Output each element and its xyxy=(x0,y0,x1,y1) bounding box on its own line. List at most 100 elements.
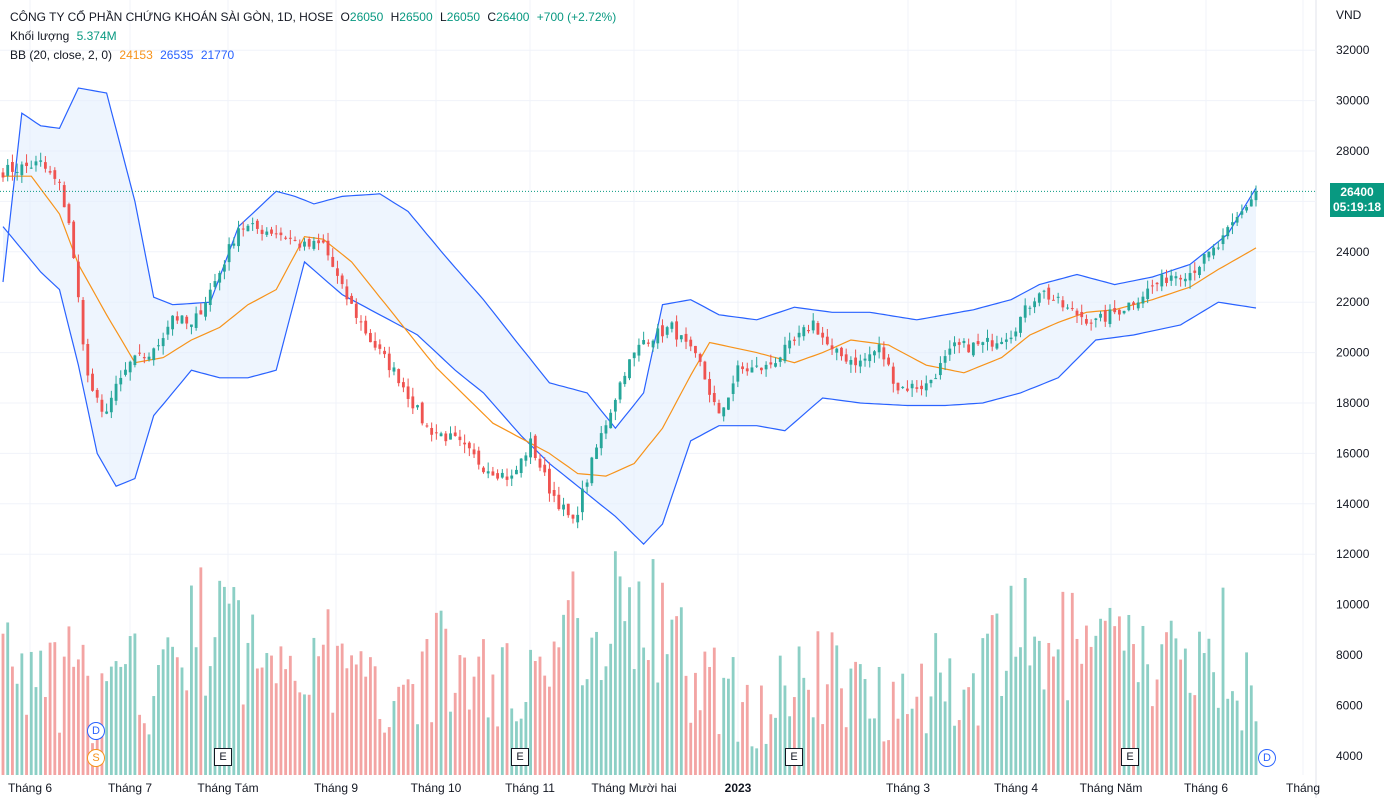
candle-body xyxy=(434,432,438,434)
candle-body xyxy=(331,256,335,267)
candle-body xyxy=(274,233,278,235)
candle-body xyxy=(251,223,255,225)
volume-bar xyxy=(401,684,405,775)
volume-bar xyxy=(472,676,476,775)
volume-bar xyxy=(1122,650,1126,775)
candle-body xyxy=(359,321,363,323)
candle-body xyxy=(1122,310,1126,314)
candle-body xyxy=(218,272,222,283)
volume-bar xyxy=(29,651,33,775)
volume-bar xyxy=(976,725,980,775)
volume-bar xyxy=(1004,670,1008,775)
candle-body xyxy=(1037,293,1041,303)
candle-body xyxy=(378,344,382,349)
volume-bar xyxy=(736,741,740,775)
candle-body xyxy=(519,458,523,474)
candle-body xyxy=(430,427,434,435)
earnings-marker[interactable]: E xyxy=(214,748,232,766)
volume-bar xyxy=(11,666,14,775)
candle-body xyxy=(53,170,57,179)
volume-bar xyxy=(1132,644,1135,775)
volume-bar xyxy=(915,696,919,775)
volume-bar xyxy=(1235,700,1239,775)
candle-body xyxy=(76,261,80,298)
volume-tick: 8000 xyxy=(1336,648,1363,662)
candle-body xyxy=(34,161,38,166)
symbol-legend[interactable]: CÔNG TY CỔ PHẦN CHỨNG KHOÁN SÀI GÒN, 1D,… xyxy=(10,10,620,24)
candle-body xyxy=(623,375,627,385)
candle-body xyxy=(613,399,617,412)
candle-body xyxy=(651,340,655,348)
candle-body xyxy=(383,350,386,355)
dividend-marker[interactable]: D xyxy=(87,722,105,740)
candle-body xyxy=(1141,296,1145,304)
volume-bar xyxy=(1094,635,1098,775)
time-tick: Tháng 6 xyxy=(1184,781,1228,795)
volume-legend[interactable]: Khối lượng 5.374M xyxy=(10,29,121,43)
volume-bar xyxy=(383,732,386,775)
volume-bar xyxy=(764,743,768,775)
volume-bar xyxy=(1056,649,1060,775)
volume-bar xyxy=(387,727,391,775)
candle-body xyxy=(1207,251,1211,258)
candle-body xyxy=(1221,235,1225,245)
volume-bar xyxy=(1240,730,1244,775)
volume-bar xyxy=(901,673,905,775)
candle-body xyxy=(152,348,156,361)
volume-bar xyxy=(1037,640,1041,775)
price-tick: 14000 xyxy=(1336,497,1370,511)
split-marker[interactable]: S xyxy=(87,749,105,767)
last-price-tag: 26400 05:19:18 xyxy=(1330,183,1384,217)
candle-body xyxy=(557,494,561,510)
candle-body xyxy=(599,433,603,449)
time-tick: Tháng 11 xyxy=(505,781,555,795)
candle-body xyxy=(515,469,518,475)
volume-bar xyxy=(161,649,165,775)
volume-bar xyxy=(557,647,561,775)
volume-bar xyxy=(157,665,160,775)
candle-body xyxy=(279,232,283,236)
volume-bar xyxy=(439,610,443,775)
volume-bar xyxy=(190,585,193,775)
earnings-marker[interactable]: E xyxy=(511,748,529,766)
candle-body xyxy=(241,228,245,230)
volume-bar xyxy=(453,692,457,775)
earnings-marker[interactable]: E xyxy=(1121,748,1139,766)
earnings-marker[interactable]: E xyxy=(785,748,803,766)
volume-bar xyxy=(411,684,415,775)
candle-body xyxy=(1179,277,1183,280)
volume-bar xyxy=(637,581,641,775)
volume-bar xyxy=(486,717,490,775)
candle-body xyxy=(321,240,325,243)
volume-bar xyxy=(142,723,146,775)
price-tick: 28000 xyxy=(1336,144,1370,158)
volume-bar xyxy=(1141,625,1145,775)
volume-bar xyxy=(896,718,900,775)
volume-bar xyxy=(406,679,410,775)
volume-bar xyxy=(722,677,726,775)
volume-bar xyxy=(1221,587,1225,775)
volume-bar xyxy=(552,641,556,775)
volume-bar xyxy=(34,687,38,775)
bb-upper-value: 26535 xyxy=(160,48,194,62)
price-tick: 20000 xyxy=(1336,346,1370,360)
candle-body xyxy=(825,336,829,345)
time-tick: Tháng 4 xyxy=(994,781,1038,795)
candle-body xyxy=(1089,322,1093,324)
candle-body xyxy=(906,388,909,391)
bb-legend[interactable]: BB (20, close, 2, 0) 24153 26535 21770 xyxy=(10,48,238,62)
symbol-name: CÔNG TY CỔ PHẦN CHỨNG KHOÁN SÀI GÒN, 1D,… xyxy=(10,10,334,24)
dividend-marker[interactable]: D xyxy=(1258,749,1276,767)
candle-body xyxy=(722,407,726,417)
volume-bar xyxy=(138,714,142,775)
time-axis[interactable]: Tháng 6 Tháng 7 Tháng Tám Tháng 9 Tháng 10 Th… xyxy=(8,781,1320,795)
volume-bar xyxy=(585,679,589,775)
bb-basis-value: 24153 xyxy=(119,48,153,62)
volume-bar xyxy=(661,582,664,775)
candle-body xyxy=(580,488,584,513)
volume-bar xyxy=(873,718,876,775)
candle-body xyxy=(792,339,796,341)
candle-body xyxy=(1047,287,1051,300)
volume-bar xyxy=(124,664,127,775)
